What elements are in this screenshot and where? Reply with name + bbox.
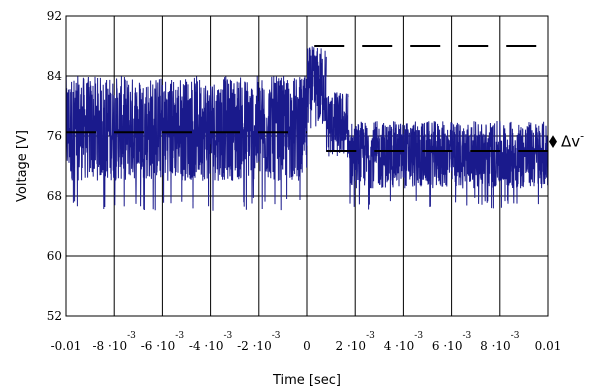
x-tick-label-exponent: -3 [175, 331, 184, 341]
x-tick-label: -8 ·10-3 [93, 331, 137, 353]
x-tick-label-base: -8 ·10 [93, 339, 128, 353]
y-tick-label: 68 [47, 189, 62, 203]
signal-trace [65, 76, 308, 211]
x-tick-label: 8 ·10-3 [480, 331, 520, 353]
x-tick-label-base: -4 ·10 [189, 339, 224, 353]
x-tick-label: -0.01 [51, 339, 82, 353]
y-axis-title: Voltage [V] [15, 130, 30, 202]
signal-trace [306, 46, 327, 129]
delta-v-label-sup: - [580, 130, 584, 143]
x-tick-label-exponent: -3 [462, 331, 471, 341]
x-tick-label: -6 ·10-3 [141, 331, 185, 353]
x-tick-label-exponent: -3 [366, 331, 375, 341]
delta-v-annotation: Δv- [549, 130, 584, 151]
y-tick-label: 60 [47, 249, 62, 263]
signal-trace [347, 120, 549, 210]
delta-v-label-base: Δv [561, 133, 580, 151]
x-tick-label: 0 [303, 339, 311, 353]
y-tick-label: 84 [47, 69, 63, 83]
x-tick-label: -4 ·10-3 [189, 331, 233, 353]
x-tick-label: 4 ·10-3 [384, 331, 424, 353]
x-tick-label-base: 0.01 [535, 339, 562, 353]
x-tick-label-exponent: -3 [414, 331, 423, 341]
x-tick-label-base: 8 ·10 [480, 339, 511, 353]
delta-v-label: Δv- [561, 130, 584, 151]
x-tick-label-base: -0.01 [51, 339, 82, 353]
y-tick-label: 52 [47, 309, 62, 323]
signal-trace [325, 92, 349, 158]
y-tick-label: 76 [47, 129, 62, 143]
x-tick-label: 0.01 [535, 339, 562, 353]
x-tick-label-base: 2 ·10 [336, 339, 367, 353]
x-tick-label-base: -6 ·10 [141, 339, 176, 353]
y-tick-label: 92 [47, 9, 62, 23]
x-tick-labels: -0.01 -8 ·10-3-6 ·10-3-4 ·10-3-2 ·10-30 2 … [51, 331, 562, 353]
x-tick-label-exponent: -3 [511, 331, 520, 341]
x-tick-label-exponent: -3 [224, 331, 233, 341]
reference-dashed-lines [66, 45, 548, 152]
plot-frame [65, 15, 549, 317]
y-tick-labels: 52 60 68 76 84 92 [47, 9, 63, 323]
x-tick-label-exponent: -3 [272, 331, 281, 341]
x-axis-title: Time [sec] [272, 373, 341, 388]
x-tick-label: 2 ·10-3 [336, 331, 376, 353]
x-tick-label-exponent: -3 [127, 331, 136, 341]
x-tick-label-base: 0 [303, 339, 311, 353]
x-tick-label: 6 ·10-3 [432, 331, 472, 353]
voltage-signal [65, 46, 549, 211]
x-tick-label-base: 6 ·10 [432, 339, 463, 353]
x-tick-label: -2 ·10-3 [237, 331, 281, 353]
double-arrow-icon [549, 135, 557, 148]
x-tick-label-base: -2 ·10 [237, 339, 272, 353]
x-tick-label-base: 4 ·10 [384, 339, 415, 353]
